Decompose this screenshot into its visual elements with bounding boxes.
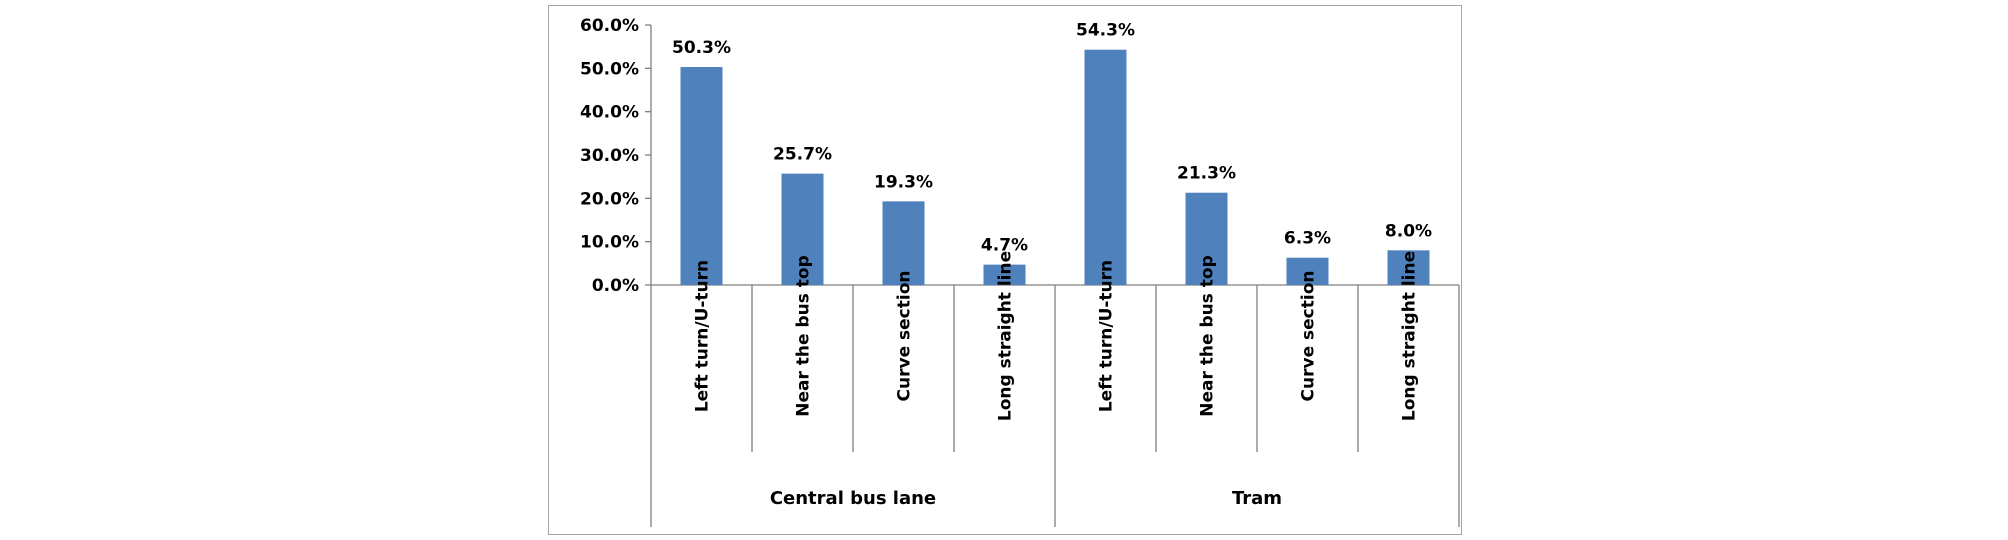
data-label: 50.3% xyxy=(672,38,731,58)
y-tick-label: 20.0% xyxy=(580,189,639,209)
category-label: Long straight line xyxy=(1400,251,1420,421)
data-label: 8.0% xyxy=(1385,221,1432,241)
y-tick-label: 0.0% xyxy=(592,276,639,296)
data-label: 19.3% xyxy=(874,172,933,192)
category-label: Left turn/U-turn xyxy=(693,260,713,412)
y-tick-label: 30.0% xyxy=(580,146,639,166)
data-label: 4.7% xyxy=(981,236,1028,256)
chart-frame: 0.0% 10.0% 20.0% 30.0% 40.0% 50.0% 60.0% 50.3% L… xyxy=(548,5,1462,535)
bar xyxy=(1084,49,1127,286)
bar xyxy=(1185,192,1228,285)
data-label: 54.3% xyxy=(1076,21,1135,41)
group-label: Central bus lane xyxy=(770,488,936,509)
y-tick-label: 50.0% xyxy=(580,59,639,79)
data-label: 25.7% xyxy=(773,145,832,165)
y-tick-label: 60.0% xyxy=(580,16,639,36)
group-label: Tram xyxy=(1232,488,1282,509)
y-tick-label: 40.0% xyxy=(580,103,639,123)
bar xyxy=(882,201,925,285)
bar xyxy=(781,173,824,285)
bar xyxy=(1387,250,1430,285)
y-tick-label: 10.0% xyxy=(580,233,639,253)
bar xyxy=(1286,257,1329,285)
category-label: Left turn/U-turn xyxy=(1097,260,1117,412)
category-label: Curve section xyxy=(895,271,915,402)
bar xyxy=(983,264,1026,285)
data-label: 6.3% xyxy=(1284,229,1331,249)
bar-chart: 0.0% 10.0% 20.0% 30.0% 40.0% 50.0% 60.0% 50.3% L… xyxy=(580,16,1460,527)
bar xyxy=(680,67,723,286)
category-label: Long straight line xyxy=(996,251,1016,421)
category-label: Curve section xyxy=(1299,271,1319,402)
data-label: 21.3% xyxy=(1177,164,1236,184)
category-label: Near the bus top xyxy=(1198,255,1218,417)
category-label: Near the bus top xyxy=(794,255,814,417)
